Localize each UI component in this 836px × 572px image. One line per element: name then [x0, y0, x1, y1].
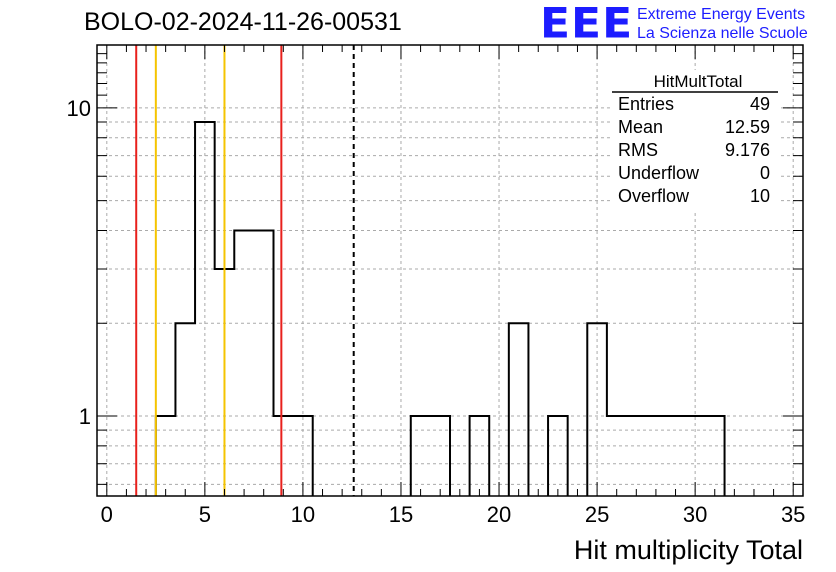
x-tick-label: 0: [101, 502, 113, 527]
logo-line-2: La Scienza nelle Scuole: [637, 25, 808, 42]
stats-value: 49: [750, 94, 770, 114]
histogram-bin: [548, 416, 568, 496]
x-tick-label: 15: [389, 502, 413, 527]
x-tick-label: 10: [291, 502, 315, 527]
stats-label: Entries: [618, 94, 674, 114]
stats-value: 12.59: [725, 117, 770, 137]
histogram-bin: [175, 323, 195, 496]
y-tick-label: 1: [79, 404, 91, 429]
chart-title: BOLO-02-2024-11-26-00531: [84, 8, 402, 36]
histogram-bin: [411, 416, 450, 496]
stats-label: Mean: [618, 117, 663, 137]
y-tick-label: 10: [67, 96, 91, 121]
histogram-bin: [234, 231, 273, 496]
stats-box-title: HitMultTotal: [654, 72, 743, 91]
logo-line-1: Extreme Energy Events: [637, 6, 806, 23]
histogram-bin: [587, 323, 607, 496]
stats-label: Overflow: [618, 186, 690, 206]
histogram-bin: [156, 416, 176, 496]
x-tick-label: 35: [781, 502, 805, 527]
stats-value: 0: [760, 163, 770, 183]
stats-label: RMS: [618, 140, 658, 160]
histogram-bin: [470, 416, 490, 496]
x-tick-label: 25: [585, 502, 609, 527]
stats-value: 9.176: [725, 140, 770, 160]
histogram-bin: [274, 416, 313, 496]
stats-label: Underflow: [618, 163, 700, 183]
x-tick-label: 5: [199, 502, 211, 527]
x-tick-label: 30: [683, 502, 707, 527]
histogram-bins: [154, 120, 726, 496]
eee-logo: EEE: [540, 0, 634, 48]
histogram-bin: [195, 122, 215, 496]
histogram-bin: [509, 323, 529, 496]
plot-frame: [96, 44, 804, 497]
stats-value: 10: [750, 186, 770, 206]
histogram-bin: [607, 416, 725, 496]
x-axis-label: Hit multiplicity Total: [574, 535, 803, 565]
stats-box: [612, 70, 780, 210]
x-tick-label: 20: [487, 502, 511, 527]
